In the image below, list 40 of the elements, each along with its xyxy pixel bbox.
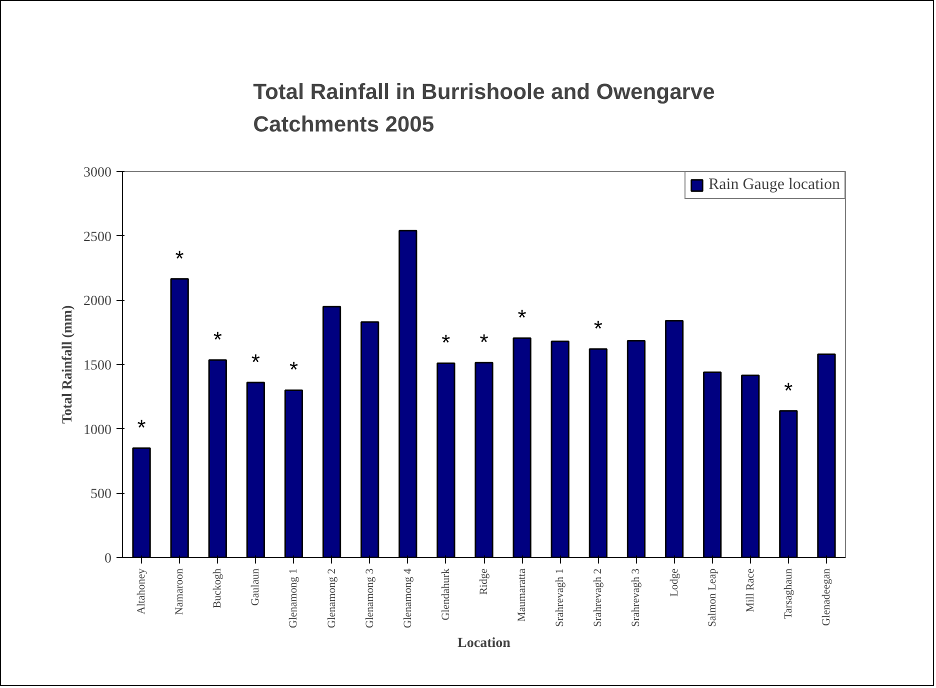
x-tick-label: Glenamong 2 bbox=[326, 568, 338, 628]
annotation: * bbox=[442, 330, 451, 356]
annotation: * bbox=[137, 415, 146, 440]
y-tick-label: 1000 bbox=[84, 422, 112, 438]
x-tick-label: Glendahurk bbox=[440, 568, 452, 620]
annotation: * bbox=[213, 326, 222, 352]
y-tick-label: 1500 bbox=[84, 358, 112, 374]
y-tick-label: 0 bbox=[104, 552, 112, 566]
annotation: * bbox=[289, 357, 298, 382]
chart-title: Total Rainfall in Burrishoole and Owengarve Catchments 2005 bbox=[253, 79, 715, 136]
x-tick-label: Glenamong 3 bbox=[364, 568, 376, 628]
x-axis-title: Location bbox=[458, 636, 511, 652]
x-tick-label: Ridge bbox=[478, 568, 490, 595]
annotation: * bbox=[480, 330, 489, 355]
x-tick-label: Maumaratta bbox=[516, 568, 528, 622]
x-tick-label: Gaulaun bbox=[250, 568, 262, 606]
x-tick-label: Namaroon bbox=[174, 568, 186, 615]
annotation: * bbox=[784, 378, 794, 403]
x-tick-label: Buckogh bbox=[212, 568, 224, 608]
x-tick-label: Glenamong 4 bbox=[402, 568, 414, 628]
x-tick-label: Srahrevagh 1 bbox=[554, 568, 566, 627]
y-tick-label: 2500 bbox=[84, 230, 112, 245]
legend-label: Rain Gauge location bbox=[708, 176, 840, 194]
y-axis-title: Total Rainfall (mm) bbox=[60, 304, 76, 424]
x-tick-label: Srahrevagh 3 bbox=[630, 568, 642, 627]
annotation: * bbox=[594, 316, 603, 342]
x-tick-label: Srahrevagh 2 bbox=[592, 568, 604, 627]
y-tick-label: 500 bbox=[90, 487, 112, 502]
x-tick-label: Altahoney bbox=[136, 568, 148, 614]
y-tick-label: 2000 bbox=[84, 294, 112, 310]
x-tick-label: Lodge bbox=[668, 568, 680, 597]
x-tick-label: Salmon Leap bbox=[706, 568, 718, 627]
x-tick-label: Glenadeegan bbox=[820, 568, 832, 626]
annotation: * bbox=[518, 305, 527, 330]
annotation: * bbox=[175, 246, 184, 271]
annotation: * bbox=[251, 350, 260, 375]
y-tick-label: 3000 bbox=[84, 166, 112, 180]
x-tick-label: Mill Race bbox=[744, 568, 756, 612]
x-tick-label: Glenamong 1 bbox=[288, 568, 300, 628]
x-tick-label: Tarsaghaun bbox=[782, 568, 794, 620]
